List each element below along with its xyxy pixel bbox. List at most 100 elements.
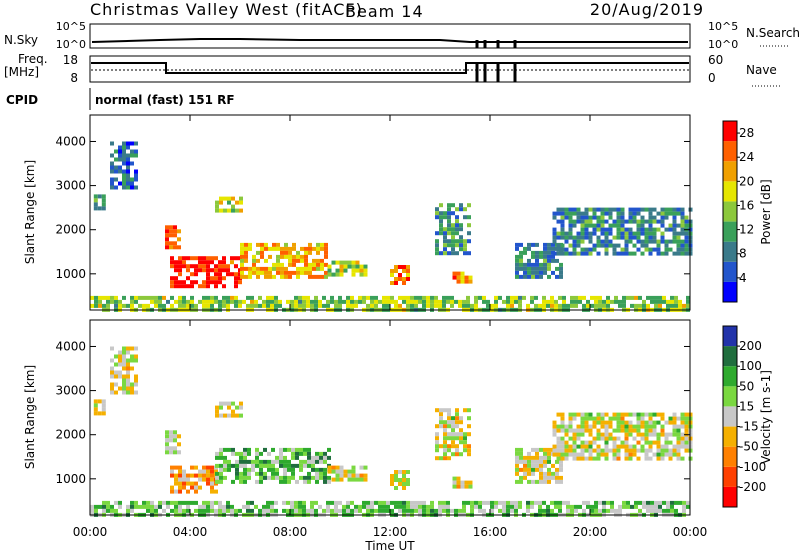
velocity-cell: [223, 475, 227, 480]
velocity-region-11: [552, 412, 693, 461]
velocity-cell: [592, 436, 597, 441]
power-cell: [523, 266, 527, 271]
velocity-cell: [362, 500, 366, 505]
velocity-cell: [279, 447, 283, 452]
power-cell: [244, 250, 248, 255]
power-cell: [580, 223, 585, 228]
power-cell: [519, 262, 523, 267]
velocity-cell: [306, 508, 310, 513]
power-cell: [668, 227, 673, 232]
power-cell: [455, 219, 459, 224]
velocity-cell: [446, 500, 450, 505]
power-cell: [672, 215, 677, 220]
power-cell: [210, 276, 214, 281]
velocity-cell: [219, 475, 223, 480]
velocity-cell: [560, 456, 565, 461]
velocity-cell: [130, 508, 134, 513]
velocity-cell: [498, 500, 502, 505]
velocity-cell: [552, 444, 557, 449]
velocity-cell: [406, 500, 410, 505]
velocity-cell: [255, 455, 259, 460]
velocity-cell: [118, 370, 122, 375]
power-cell: [439, 227, 443, 232]
power-cell: [535, 266, 539, 271]
velocity-cell: [628, 452, 633, 457]
velocity-cell: [684, 412, 689, 417]
velocity-cell: [206, 465, 210, 470]
velocity-cell: [648, 416, 653, 421]
power-cell: [656, 243, 661, 248]
velocity-cell: [173, 430, 177, 435]
velocity-cell: [568, 452, 573, 457]
power-cell: [260, 254, 264, 259]
power-cell: [620, 231, 625, 236]
power-cell: [556, 247, 561, 252]
velocity-cell: [523, 459, 527, 464]
power-cell: [632, 207, 637, 212]
power-cell: [134, 185, 138, 190]
velocity-cell: [279, 459, 283, 464]
power-cell: [551, 270, 555, 275]
velocity-cell: [580, 424, 585, 429]
velocity-cell: [543, 475, 547, 480]
power-cell: [592, 223, 597, 228]
power-cell: [584, 211, 589, 216]
velocity-cell: [604, 436, 609, 441]
velocity-cell: [535, 463, 539, 468]
velocity-cell: [455, 412, 459, 417]
velocity-cell: [468, 480, 473, 485]
power-cell: [664, 243, 669, 248]
power-cell: [668, 211, 673, 216]
velocity-cell: [378, 504, 382, 509]
velocity-cell: [576, 436, 581, 441]
velocity-cell: [622, 500, 626, 505]
velocity-cell: [126, 386, 130, 391]
power-cell: [318, 299, 322, 304]
velocity-cell: [366, 504, 370, 509]
power-cell: [218, 272, 222, 277]
velocity-cell: [539, 467, 543, 472]
velocity-cell: [467, 448, 471, 453]
noise-tick-top-right: 10^5: [708, 20, 738, 33]
velocity-cell: [652, 420, 657, 425]
power-region-0: [110, 141, 138, 190]
power-cell: [296, 266, 300, 271]
power-cell: [238, 303, 242, 308]
velocity-cell: [535, 467, 539, 472]
power-cell: [580, 247, 585, 252]
velocity-cell: [446, 508, 450, 513]
power-cell: [446, 299, 450, 304]
power-cell: [628, 231, 633, 236]
velocity-cell: [474, 504, 478, 509]
power-cell: [564, 231, 569, 236]
power-cell: [624, 247, 629, 252]
power-cell: [455, 207, 459, 212]
velocity-cell: [648, 428, 653, 433]
velocity-cell: [114, 374, 118, 379]
velocity-cell: [588, 456, 593, 461]
power-cell: [612, 247, 617, 252]
power-cell: [586, 299, 590, 304]
velocity-cell: [134, 390, 138, 395]
velocity-cell: [628, 428, 633, 433]
power-cell: [580, 251, 585, 256]
power-cell: [335, 272, 340, 277]
power-cell: [606, 299, 610, 304]
velocity-cell: [169, 430, 173, 435]
power-cell: [560, 243, 565, 248]
power-cell: [227, 196, 231, 201]
power-cell: [560, 215, 565, 220]
power-cell: [126, 157, 130, 162]
power-cell: [318, 303, 322, 308]
power-cell: [256, 258, 260, 263]
power-cell: [231, 196, 235, 201]
power-cell: [264, 270, 268, 275]
velocity-cell: [672, 428, 677, 433]
velocity-cell: [186, 477, 190, 482]
velocity-cell: [275, 475, 279, 480]
velocity-cell: [303, 463, 307, 468]
power-cell: [640, 219, 645, 224]
velocity-cell: [506, 504, 510, 509]
velocity-cell: [323, 459, 327, 464]
velocity-cell: [518, 500, 522, 505]
